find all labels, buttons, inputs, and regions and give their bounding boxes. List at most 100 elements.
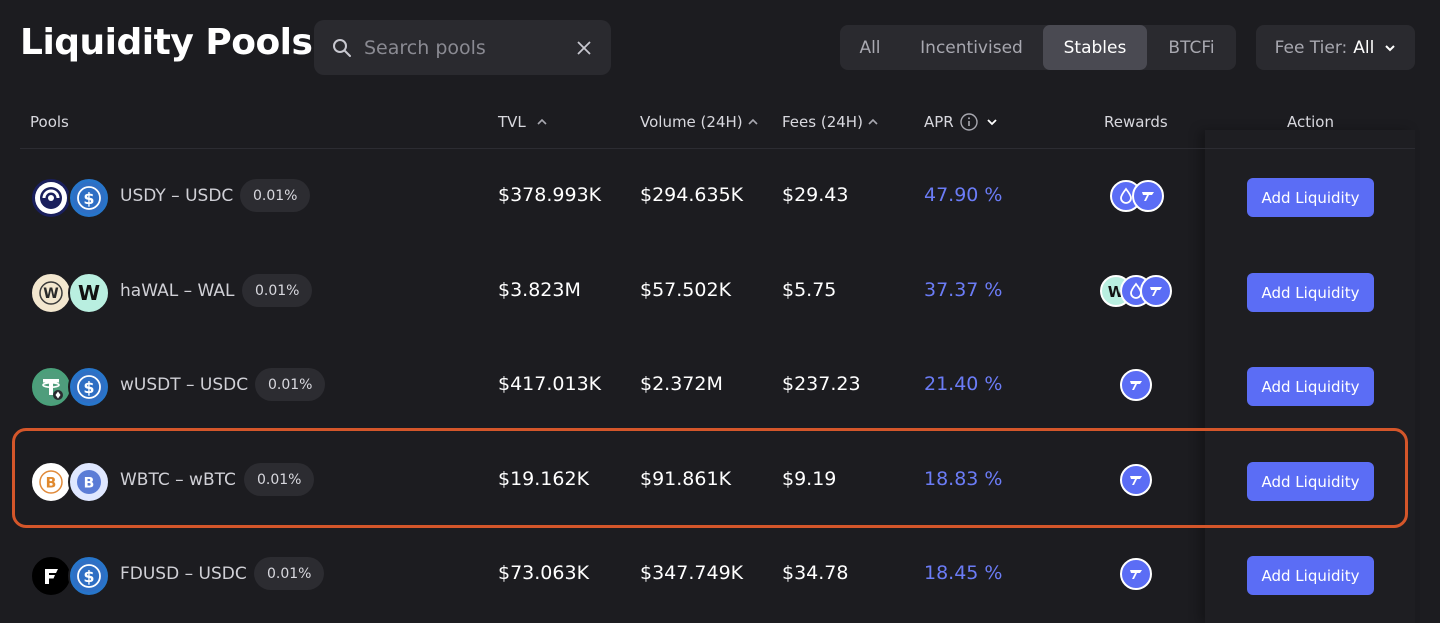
add-liquidity-button[interactable]: Add Liquidity <box>1247 462 1374 501</box>
hawal-icon: W <box>30 272 72 314</box>
protocol-icon <box>1132 180 1164 212</box>
tab-stables[interactable]: Stables <box>1043 25 1147 70</box>
tvl-value: $19.162K <box>498 468 590 490</box>
column-header-volume[interactable]: Volume (24H) <box>640 113 759 131</box>
pool-pair-name: USDY – USDC <box>120 186 234 206</box>
add-liquidity-button[interactable]: Add Liquidity <box>1247 178 1374 217</box>
token-pair-icons: $ <box>30 366 112 408</box>
usdc-icon: $ <box>68 555 110 597</box>
svg-text:B: B <box>84 476 95 492</box>
add-liquidity-button[interactable]: Add Liquidity <box>1247 556 1374 595</box>
column-header-fees[interactable]: Fees (24H) <box>782 113 879 131</box>
info-icon[interactable] <box>960 113 978 131</box>
pool-pair-name: FDUSD – USDC <box>120 564 247 584</box>
fee-badge: 0.01% <box>254 557 325 590</box>
tab-incentivised[interactable]: Incentivised <box>920 37 1023 58</box>
close-icon[interactable] <box>577 40 591 55</box>
table-row: W W haWAL – WAL 0.01% $3.823M $57.502K $… <box>0 245 1440 340</box>
rewards-icons <box>1120 558 1152 590</box>
token-pair-icons: W W <box>30 272 112 314</box>
fee-tier-value: All <box>1353 37 1375 58</box>
wusdt-icon <box>30 366 72 408</box>
rewards-icons <box>1110 180 1164 212</box>
fees-value: $5.75 <box>782 279 837 301</box>
fees-value: $34.78 <box>782 562 849 584</box>
table-row: $ wUSDT – USDC 0.01% $417.013K $2.372M $… <box>0 339 1440 434</box>
column-header-apr[interactable]: APR <box>924 113 998 131</box>
fee-badge: 0.01% <box>242 274 313 307</box>
volume-value: $347.749K <box>640 562 744 584</box>
header-divider <box>20 148 1415 149</box>
btc-blue-icon: B <box>68 461 110 503</box>
wbtc-icon: B <box>30 461 72 503</box>
search-icon <box>333 38 351 57</box>
tab-btcfi[interactable]: BTCFi <box>1168 37 1215 58</box>
search-input[interactable] <box>362 35 566 60</box>
apr-value: 37.37 % <box>924 279 1003 301</box>
fees-value: $9.19 <box>782 468 837 490</box>
token-pair-icons: B B <box>30 461 112 503</box>
svg-text:$: $ <box>83 378 94 397</box>
wal-icon: W <box>68 272 110 314</box>
fdusd-icon <box>30 555 72 597</box>
fee-badge: 0.01% <box>240 179 311 212</box>
add-liquidity-button[interactable]: Add Liquidity <box>1247 273 1374 312</box>
token-pair-icons: $ <box>30 555 112 597</box>
chevron-down-icon <box>987 119 997 126</box>
token-pair-icons: $ <box>30 177 112 219</box>
svg-text:$: $ <box>83 567 94 586</box>
chevron-up-icon <box>748 118 758 125</box>
pool-pair-name: WBTC – wBTC <box>120 470 236 490</box>
search-box[interactable] <box>314 20 611 75</box>
usdy-icon <box>30 177 72 219</box>
fees-value: $237.23 <box>782 373 861 395</box>
column-header-rewards: Rewards <box>1104 113 1168 131</box>
volume-value: $2.372M <box>640 373 723 395</box>
table-row: $ FDUSD – USDC 0.01% $73.063K $347.749K … <box>0 528 1440 623</box>
column-header-action: Action <box>1287 113 1334 131</box>
tvl-value: $417.013K <box>498 373 602 395</box>
column-header-pools: Pools <box>30 113 69 131</box>
pool-pair-name: haWAL – WAL <box>120 281 235 301</box>
add-liquidity-button[interactable]: Add Liquidity <box>1247 367 1374 406</box>
volume-value: $57.502K <box>640 279 732 301</box>
fee-badge: 0.01% <box>244 463 315 496</box>
fees-value: $29.43 <box>782 184 849 206</box>
rewards-icons <box>1120 464 1152 496</box>
chevron-down-icon <box>1385 44 1396 51</box>
fee-tier-dropdown[interactable]: Fee Tier: All <box>1256 25 1415 70</box>
tab-all[interactable]: All <box>859 37 881 58</box>
chevron-up-icon <box>868 118 878 125</box>
column-header-tvl[interactable]: TVL <box>498 113 548 131</box>
svg-text:$: $ <box>83 189 94 208</box>
apr-value: 18.45 % <box>924 562 1003 584</box>
volume-value: $91.861K <box>640 468 732 490</box>
protocol-icon <box>1120 558 1152 590</box>
fee-badge: 0.01% <box>255 368 326 401</box>
table-row: B B WBTC – wBTC 0.01% $19.162K $91.861K … <box>0 434 1440 529</box>
svg-text:W: W <box>78 281 100 305</box>
svg-text:W: W <box>43 286 58 302</box>
usdc-icon: $ <box>68 366 110 408</box>
chevron-up-icon <box>537 118 547 125</box>
apr-value: 18.83 % <box>924 468 1003 490</box>
tvl-value: $3.823M <box>498 279 581 301</box>
volume-value: $294.635K <box>640 184 744 206</box>
tvl-value: $378.993K <box>498 184 602 206</box>
pool-filter-tabs: All Incentivised Stables BTCFi <box>840 25 1236 70</box>
protocol-icon <box>1120 369 1152 401</box>
apr-value: 47.90 % <box>924 184 1003 206</box>
svg-text:B: B <box>46 476 57 492</box>
usdc-icon: $ <box>68 177 110 219</box>
apr-value: 21.40 % <box>924 373 1003 395</box>
rewards-icons: W <box>1100 275 1172 307</box>
table-row: $ USDY – USDC 0.01% $378.993K $294.635K … <box>0 150 1440 245</box>
protocol-icon <box>1140 275 1172 307</box>
fee-tier-label: Fee Tier: <box>1274 37 1348 58</box>
page-title: Liquidity Pools <box>20 22 313 63</box>
tvl-value: $73.063K <box>498 562 590 584</box>
pool-pair-name: wUSDT – USDC <box>120 375 249 395</box>
protocol-icon <box>1120 464 1152 496</box>
rewards-icons <box>1120 369 1152 401</box>
